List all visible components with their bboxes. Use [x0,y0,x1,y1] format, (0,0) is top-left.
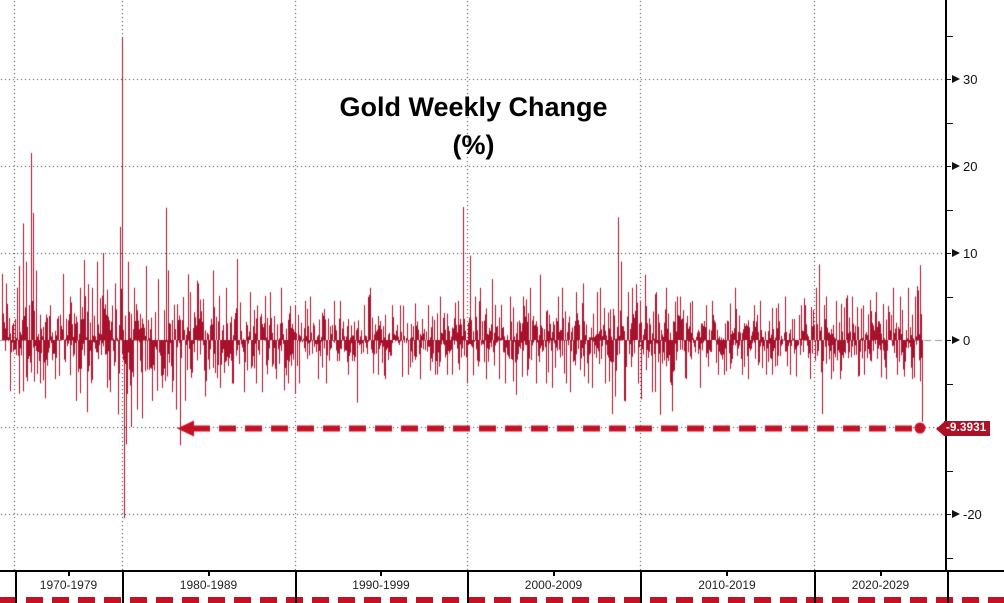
decade-label-1970-1979: 1970-1979 [40,578,97,592]
y-axis-minor-tick [947,471,953,472]
y-axis-major-tick-30: 30 [947,71,977,87]
y-axis-label: -20 [963,507,982,522]
tick-stem [947,514,951,515]
y-axis-minor-tick [947,210,953,211]
tick-stem [947,253,951,254]
tick-stem [947,79,951,80]
tick-stem [947,166,951,167]
mid-decade-tick [208,572,210,576]
decade-separator [295,570,297,603]
tick-stem [947,340,951,341]
badge-label: -9.3931 [944,421,990,436]
bottom-red-dashes [0,597,1004,603]
mid-decade-tick [68,572,70,576]
gold-weekly-change-chart: Gold Weekly Change (%) 3020100-20 -9.393… [0,0,1004,603]
tick-arrow-icon [952,162,960,170]
y-axis-major-tick-20: 20 [947,158,977,174]
decade-label-1980-1989: 1980-1989 [180,578,237,592]
decade-separator [640,570,642,603]
mid-decade-tick [726,572,728,576]
y-axis-label: 30 [963,72,977,87]
y-axis-label: 10 [963,246,977,261]
decade-separator [814,570,816,603]
decade-separator [122,570,124,603]
tick-arrow-icon [952,249,960,257]
decade-label-2010-2019: 2010-2019 [698,578,755,592]
y-axis-major-tick-10: 10 [947,245,977,261]
y-axis-minor-tick [947,558,953,559]
tick-arrow-icon [952,75,960,83]
y-axis-label: 20 [963,159,977,174]
mid-decade-tick [553,572,555,576]
mid-decade-tick [880,572,882,576]
y-axis-minor-tick [947,123,953,124]
last-value-badge: -9.3931 [936,421,990,436]
decade-separator [947,570,949,603]
y-axis-label: 0 [963,333,970,348]
y-axis-major-tick--20: -20 [947,506,982,522]
decade-separator [15,570,17,603]
decade-label-2020-2029: 2020-2029 [852,578,909,592]
mid-decade-tick [380,572,382,576]
tick-arrow-icon [952,336,960,344]
y-axis-minor-tick [947,36,953,37]
decade-label-2000-2009: 2000-2009 [525,578,582,592]
tick-arrow-icon [952,510,960,518]
y-axis-minor-tick [947,384,953,385]
y-axis-major-tick-0: 0 [947,332,970,348]
x-axis-line [0,570,1004,572]
y-axis-minor-tick [947,297,953,298]
badge-left-arrow-icon [936,422,944,436]
weekly-change-bars-canvas[interactable] [0,0,947,570]
decade-label-1990-1999: 1990-1999 [352,578,409,592]
decade-separator [467,570,469,603]
